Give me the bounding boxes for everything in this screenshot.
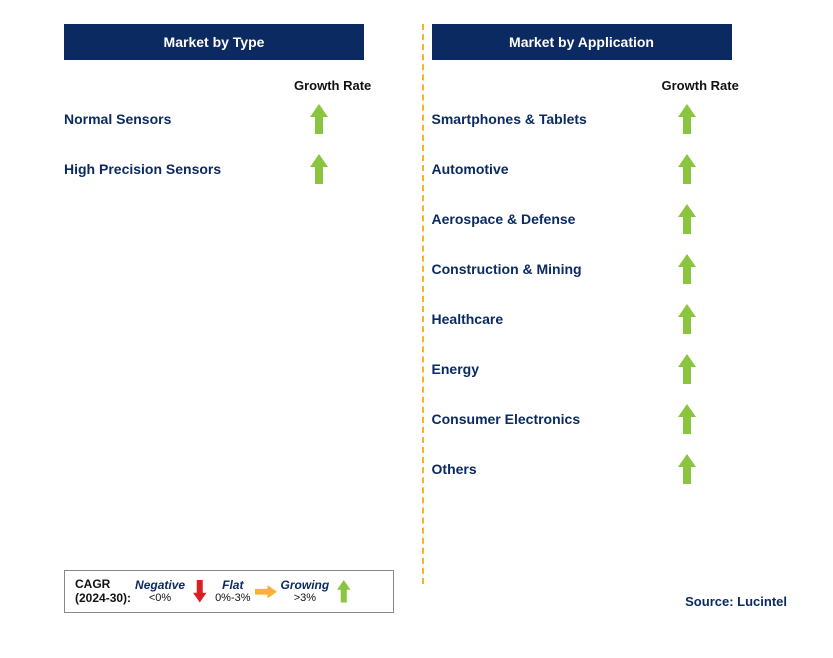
arrow-up-icon [662, 154, 712, 184]
legend-title-line1: CAGR [75, 577, 110, 591]
growth-label-application: Growth Rate [662, 78, 801, 93]
legend-item-growing: Growing >3% [281, 578, 330, 604]
source-attribution: Source: Lucintel [685, 594, 787, 609]
header-type: Market by Type [64, 24, 364, 60]
arrow-up-icon [662, 104, 712, 134]
data-row: Aerospace & Defense [432, 201, 801, 237]
legend-title-line2: (2024-30): [75, 591, 131, 605]
data-row: Normal Sensors [64, 101, 414, 137]
infographic-container: Market by Type Growth Rate Normal Sensor… [0, 0, 833, 608]
legend-flat-label: Flat [222, 578, 243, 592]
arrow-up-icon [333, 580, 355, 603]
data-row: Smartphones & Tablets [432, 101, 801, 137]
legend-negative-label: Negative [135, 578, 185, 592]
column-type: Market by Type Growth Rate Normal Sensor… [64, 24, 414, 584]
data-row: Healthcare [432, 301, 801, 337]
row-label: Healthcare [432, 311, 662, 327]
row-label: Energy [432, 361, 662, 377]
legend-flat-range: 0%-3% [215, 592, 250, 604]
row-label: Construction & Mining [432, 261, 662, 277]
row-label: Others [432, 461, 662, 477]
rows-application: Smartphones & Tablets Automotive Aerospace… [432, 101, 801, 487]
arrow-up-icon [662, 404, 712, 434]
rows-type: Normal Sensors High Precision Sensors [64, 101, 414, 187]
data-row: Automotive [432, 151, 801, 187]
arrow-down-icon [189, 580, 211, 603]
data-row: Construction & Mining [432, 251, 801, 287]
row-label: Normal Sensors [64, 111, 294, 127]
vertical-divider [422, 24, 424, 584]
legend-item-negative: Negative <0% [135, 578, 185, 604]
arrow-up-icon [662, 204, 712, 234]
arrow-up-icon [662, 354, 712, 384]
row-label: Aerospace & Defense [432, 211, 662, 227]
arrow-up-icon [294, 104, 344, 134]
data-row: High Precision Sensors [64, 151, 414, 187]
growth-label-type: Growth Rate [294, 78, 414, 93]
legend-growing-label: Growing [281, 578, 330, 592]
arrow-right-icon [255, 585, 277, 599]
row-label: Automotive [432, 161, 662, 177]
arrow-up-icon [294, 154, 344, 184]
row-label: Consumer Electronics [432, 411, 662, 427]
legend-item-flat: Flat 0%-3% [215, 578, 250, 604]
data-row: Consumer Electronics [432, 401, 801, 437]
data-row: Energy [432, 351, 801, 387]
legend-title: CAGR (2024-30): [75, 577, 131, 606]
legend-box: CAGR (2024-30): Negative <0% Flat 0%-3% … [64, 570, 394, 613]
header-application: Market by Application [432, 24, 732, 60]
arrow-up-icon [662, 454, 712, 484]
legend-negative-range: <0% [149, 592, 171, 604]
row-label: High Precision Sensors [64, 161, 294, 177]
arrow-up-icon [662, 254, 712, 284]
row-label: Smartphones & Tablets [432, 111, 662, 127]
data-row: Others [432, 451, 801, 487]
legend-growing-range: >3% [294, 592, 316, 604]
column-application: Market by Application Growth Rate Smartp… [432, 24, 801, 584]
arrow-up-icon [662, 304, 712, 334]
